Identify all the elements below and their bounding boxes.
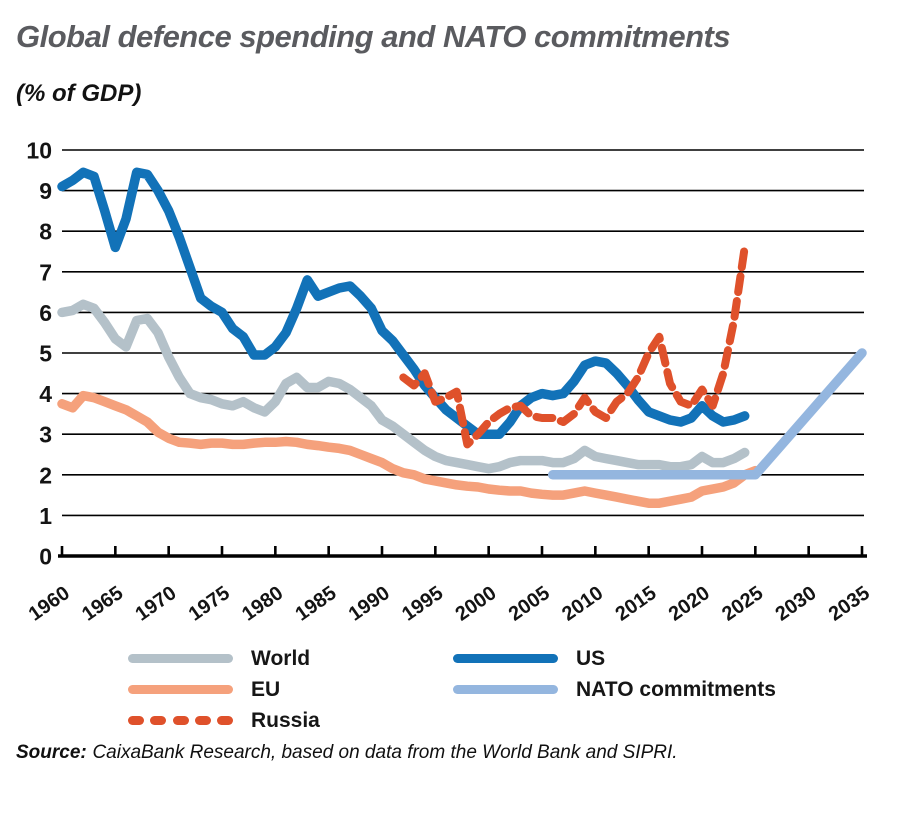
legend-label: World (251, 646, 311, 670)
x-tick-label-1960: 1960 (25, 582, 74, 626)
source-note: Source: CaixaBank Research, based on data… (16, 742, 886, 764)
x-tick-label-2030: 2030 (771, 582, 820, 626)
source-text: CaixaBank Research, based on data from t… (92, 742, 678, 763)
legend-label: US (576, 646, 606, 670)
x-tick-label-1990: 1990 (345, 582, 394, 626)
x-tick-label-2000: 2000 (451, 582, 500, 626)
x-tick-label-2010: 2010 (558, 582, 607, 626)
x-tick-label-2035: 2035 (825, 582, 874, 626)
y-tick-label-4: 4 (39, 381, 52, 407)
x-tick-label-1995: 1995 (398, 582, 447, 626)
legend-column-1: World EU Russia (128, 643, 320, 736)
legend-swatch-world (128, 654, 233, 663)
chart-subtitle: (% of GDP) (16, 80, 142, 107)
chart-title: Global defence spending and NATO commitm… (16, 19, 731, 54)
y-tick-label-7: 7 (39, 259, 52, 285)
legend-swatch-nato-commitments (453, 685, 558, 694)
x-tick-label-1970: 1970 (131, 582, 180, 626)
legend-item-world: World (128, 643, 320, 674)
x-tick-label-2020: 2020 (665, 582, 714, 626)
y-tick-label-6: 6 (39, 300, 52, 326)
x-tick-label-2015: 2015 (611, 582, 660, 626)
y-tick-label-10: 10 (26, 138, 52, 164)
y-tick-label-2: 2 (39, 462, 52, 488)
x-tick-label-1985: 1985 (291, 582, 340, 626)
series-line-nato-commitments (547, 348, 867, 480)
y-tick-label-1: 1 (39, 503, 52, 529)
x-tick-label-1980: 1980 (238, 582, 287, 626)
legend-item-us: US (453, 643, 776, 674)
legend-item-eu: EU (128, 674, 320, 705)
legend-swatch-us (453, 654, 558, 663)
legend-column-2: US NATO commitments (453, 643, 776, 705)
series-line-world (57, 299, 750, 474)
x-tick-label-1965: 1965 (78, 582, 127, 626)
series-line-russia (399, 243, 749, 449)
legend-swatch-eu (128, 685, 233, 694)
legend-label: NATO commitments (576, 677, 776, 701)
x-tick-label-2005: 2005 (505, 582, 554, 626)
legend-label: EU (251, 677, 281, 701)
chart-legend: World EU Russia US NATO commitments (0, 643, 900, 743)
legend-item-nato-commitments: NATO commitments (453, 674, 776, 705)
y-tick-label-9: 9 (39, 178, 52, 204)
legend-swatch-russia (128, 716, 233, 725)
y-tick-label-3: 3 (39, 422, 52, 448)
x-tick-label-1975: 1975 (185, 582, 234, 626)
legend-label: Russia (251, 708, 320, 732)
series-line-eu (57, 390, 761, 508)
x-tick-label-2025: 2025 (718, 582, 767, 626)
y-tick-label-8: 8 (39, 219, 52, 245)
y-tick-label-0: 0 (39, 544, 52, 570)
series-line-us (57, 167, 750, 439)
source-label: Source: (16, 742, 87, 763)
legend-item-russia: Russia (128, 705, 320, 736)
y-tick-label-5: 5 (39, 341, 52, 367)
